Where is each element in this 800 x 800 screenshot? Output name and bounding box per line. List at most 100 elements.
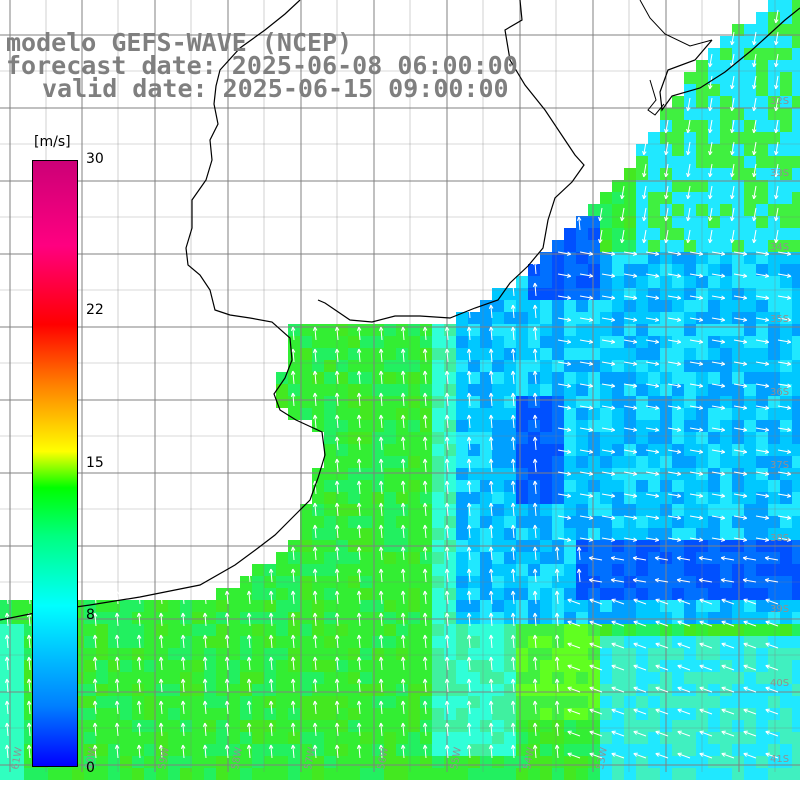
- wind-speed-cell: [504, 516, 516, 528]
- wind-speed-cell: [0, 732, 12, 744]
- wind-speed-cell: [768, 516, 780, 528]
- wind-arrow: [774, 97, 779, 112]
- wind-speed-cell: [372, 420, 384, 432]
- wind-speed-cell: [672, 732, 684, 744]
- wind-speed-cell: [336, 420, 348, 432]
- wind-speed-cell: [276, 756, 288, 768]
- wind-arrow: [334, 502, 340, 517]
- wind-speed-cell: [336, 564, 348, 576]
- wind-speed-cell: [480, 684, 492, 696]
- wind-speed-cell: [708, 108, 720, 120]
- wind-speed-cell: [600, 408, 612, 420]
- wind-arrow: [510, 524, 516, 539]
- wind-speed-cell: [504, 480, 516, 492]
- wind-speed-cell: [504, 744, 516, 756]
- wind-speed-cell: [252, 600, 264, 612]
- wind-speed-cell: [708, 684, 720, 696]
- wind-arrow: [180, 634, 186, 649]
- wind-speed-cell: [456, 672, 468, 684]
- wind-arrow: [752, 185, 757, 200]
- wind-speed-cell: [432, 336, 444, 348]
- wind-speed-cell: [744, 72, 756, 84]
- wind-speed-cell: [660, 768, 672, 780]
- wind-speed-cell: [744, 48, 756, 60]
- wind-arrow: [488, 326, 494, 341]
- wind-speed-cell: [72, 768, 84, 780]
- wind-arrow: [667, 273, 682, 278]
- wind-arrow: [136, 722, 142, 737]
- wind-speed-cell: [456, 336, 468, 348]
- wind-speed-cell: [516, 648, 528, 660]
- wind-speed-cell: [12, 636, 24, 648]
- wind-speed-cell: [276, 564, 288, 576]
- wind-speed-cell: [732, 96, 744, 108]
- wind-arrow: [136, 744, 142, 759]
- wind-speed-cell: [324, 648, 336, 660]
- wind-speed-cell: [744, 720, 756, 732]
- wind-speed-cell: [600, 516, 612, 528]
- wind-speed-cell: [708, 720, 720, 732]
- wind-arrow: [699, 686, 713, 693]
- wind-speed-cell: [312, 516, 324, 528]
- wind-speed-cell: [360, 756, 372, 768]
- wind-arrow: [720, 556, 735, 561]
- wind-speed-cell: [540, 480, 552, 492]
- wind-speed-cell: [300, 720, 312, 732]
- wind-speed-cell: [144, 732, 156, 744]
- wind-speed-cell: [792, 408, 800, 420]
- wind-speed-cell: [648, 312, 660, 324]
- wind-speed-cell: [564, 420, 576, 432]
- wind-speed-cell: [312, 396, 324, 408]
- wind-speed-cell: [432, 636, 444, 648]
- wind-speed-cell: [792, 72, 800, 84]
- wind-arrow: [510, 722, 516, 737]
- wind-speed-cell: [84, 600, 96, 612]
- wind-speed-cell: [300, 408, 312, 420]
- wind-speed-cell: [612, 564, 624, 576]
- wind-speed-cell: [732, 144, 744, 156]
- wind-arrow: [312, 502, 318, 517]
- wind-speed-cell: [504, 444, 516, 456]
- wind-speed-cell: [672, 276, 684, 288]
- wind-speed-cell: [504, 564, 516, 576]
- wind-speed-cell: [420, 456, 432, 468]
- wind-speed-cell: [216, 636, 228, 648]
- wind-speed-cell: [576, 744, 588, 756]
- wind-speed-cell: [792, 348, 800, 360]
- wind-speed-cell: [144, 708, 156, 720]
- wind-speed-cell: [612, 672, 624, 684]
- wind-speed-cell: [300, 588, 312, 600]
- wind-arrow: [532, 392, 538, 407]
- wind-speed-cell: [672, 600, 684, 612]
- wind-speed-cell: [540, 312, 552, 324]
- wind-arrow: [610, 556, 625, 561]
- wind-arrow: [623, 383, 638, 388]
- wind-speed-cell: [432, 756, 444, 768]
- wind-arrow: [290, 590, 296, 605]
- wind-arrow: [633, 686, 647, 693]
- wind-speed-cell: [732, 468, 744, 480]
- wind-arrow: [765, 686, 779, 693]
- wind-speed-cell: [0, 708, 12, 720]
- wind-arrow: [567, 752, 581, 759]
- wind-speed-cell: [648, 240, 660, 252]
- wind-speed-cell: [612, 252, 624, 264]
- wind-speed-cell: [336, 696, 348, 708]
- wind-speed-cell: [228, 684, 240, 696]
- wind-speed-cell: [780, 108, 792, 120]
- wind-speed-cell: [636, 600, 648, 612]
- wind-speed-cell: [168, 720, 180, 732]
- wind-speed-cell: [744, 492, 756, 504]
- wind-speed-cell: [324, 420, 336, 432]
- wind-speed-cell: [588, 768, 600, 780]
- wind-speed-cell: [96, 732, 108, 744]
- wind-speed-cell: [264, 600, 276, 612]
- wind-speed-cell: [768, 504, 780, 516]
- wind-arrow: [26, 656, 32, 671]
- wind-speed-cell: [372, 492, 384, 504]
- wind-speed-cell: [636, 300, 648, 312]
- wind-arrow: [699, 598, 713, 605]
- wind-speed-cell: [528, 264, 540, 276]
- wind-arrow: [755, 427, 770, 432]
- wind-arrow: [4, 612, 10, 627]
